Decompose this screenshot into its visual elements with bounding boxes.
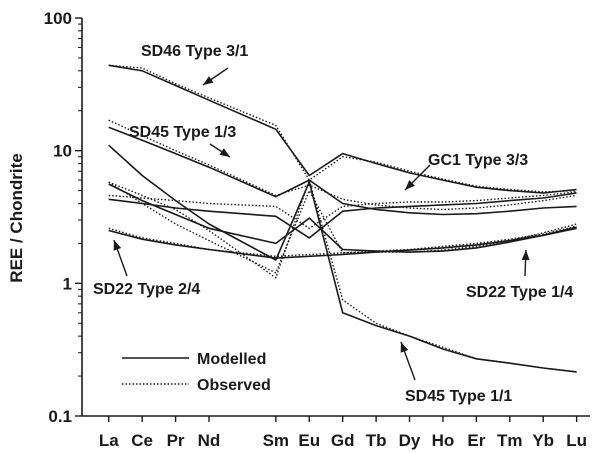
x-tick-label: Sm <box>263 431 289 450</box>
x-tick-label: Tm <box>497 431 523 450</box>
chart-axes: 0.1 1 10 100 La Ce Pr Nd Sm Eu Gd Tb Dy Ho Er Tm Yb Lu <box>44 9 590 450</box>
x-tick-label: Eu <box>298 431 320 450</box>
series-layer <box>108 64 577 373</box>
annotation-label: SD22 Type 2/4 <box>93 281 200 298</box>
y-tick-label: 1 <box>63 274 72 293</box>
annotation-label: SD45 Type 1/3 <box>129 124 236 141</box>
x-tick-label: Gd <box>331 431 355 450</box>
y-tick-label: 100 <box>44 9 72 28</box>
annotation-label: SD45 Type 1/1 <box>405 388 512 405</box>
y-tick-label: 10 <box>53 142 72 161</box>
legend-observed-label: Observed <box>197 377 271 394</box>
series-line-3-modelled <box>108 126 577 216</box>
series-line-5-modelled <box>108 192 577 239</box>
series-line-6-observed <box>108 191 577 230</box>
x-tick-label: Pr <box>167 431 185 450</box>
x-tick-label: Dy <box>399 431 421 450</box>
series-line-2-observed <box>108 64 577 193</box>
annotation-arrow-head <box>203 76 214 85</box>
series-line-12-observed <box>108 181 577 274</box>
y-axis-title: REE / Chondrite <box>7 153 26 282</box>
annotation-arrow-head <box>219 148 230 157</box>
x-tick-label: Tb <box>366 431 387 450</box>
annotation-label: SD22 Type 1/4 <box>466 284 573 301</box>
legend-modelled-label: Modelled <box>197 351 266 368</box>
x-tick-label: Nd <box>198 431 221 450</box>
y-tick-label: 0.1 <box>48 407 72 426</box>
x-tick-label: Ce <box>131 431 153 450</box>
legend: Modelled Observed <box>122 351 271 394</box>
annotation-arrows <box>113 67 530 381</box>
annotation-arrow-head <box>113 240 122 251</box>
x-tick-label: La <box>99 431 119 450</box>
x-tick-label: Lu <box>566 431 587 450</box>
x-tick-label: Er <box>467 431 485 450</box>
annotation-arrow-head <box>521 250 530 261</box>
series-line-8-observed <box>108 179 577 373</box>
annotation-arrow-head <box>400 342 409 353</box>
series-line-11-modelled <box>108 183 577 253</box>
series-line-4-observed <box>108 119 577 211</box>
x-tick-label: Ho <box>432 431 455 450</box>
series-line-10-observed <box>108 225 577 257</box>
annotations: SD46 Type 3/1 SD45 Type 1/3 GC1 Type 3/3 SD… <box>93 43 573 405</box>
annotation-label: SD46 Type 3/1 <box>141 43 248 60</box>
annotation-label: GC1 Type 3/3 <box>428 152 528 169</box>
x-tick-label: Yb <box>532 431 554 450</box>
annotation-arrow-head <box>405 180 415 190</box>
series-line-1-modelled <box>108 64 577 194</box>
series-line-7-modelled <box>108 144 577 373</box>
